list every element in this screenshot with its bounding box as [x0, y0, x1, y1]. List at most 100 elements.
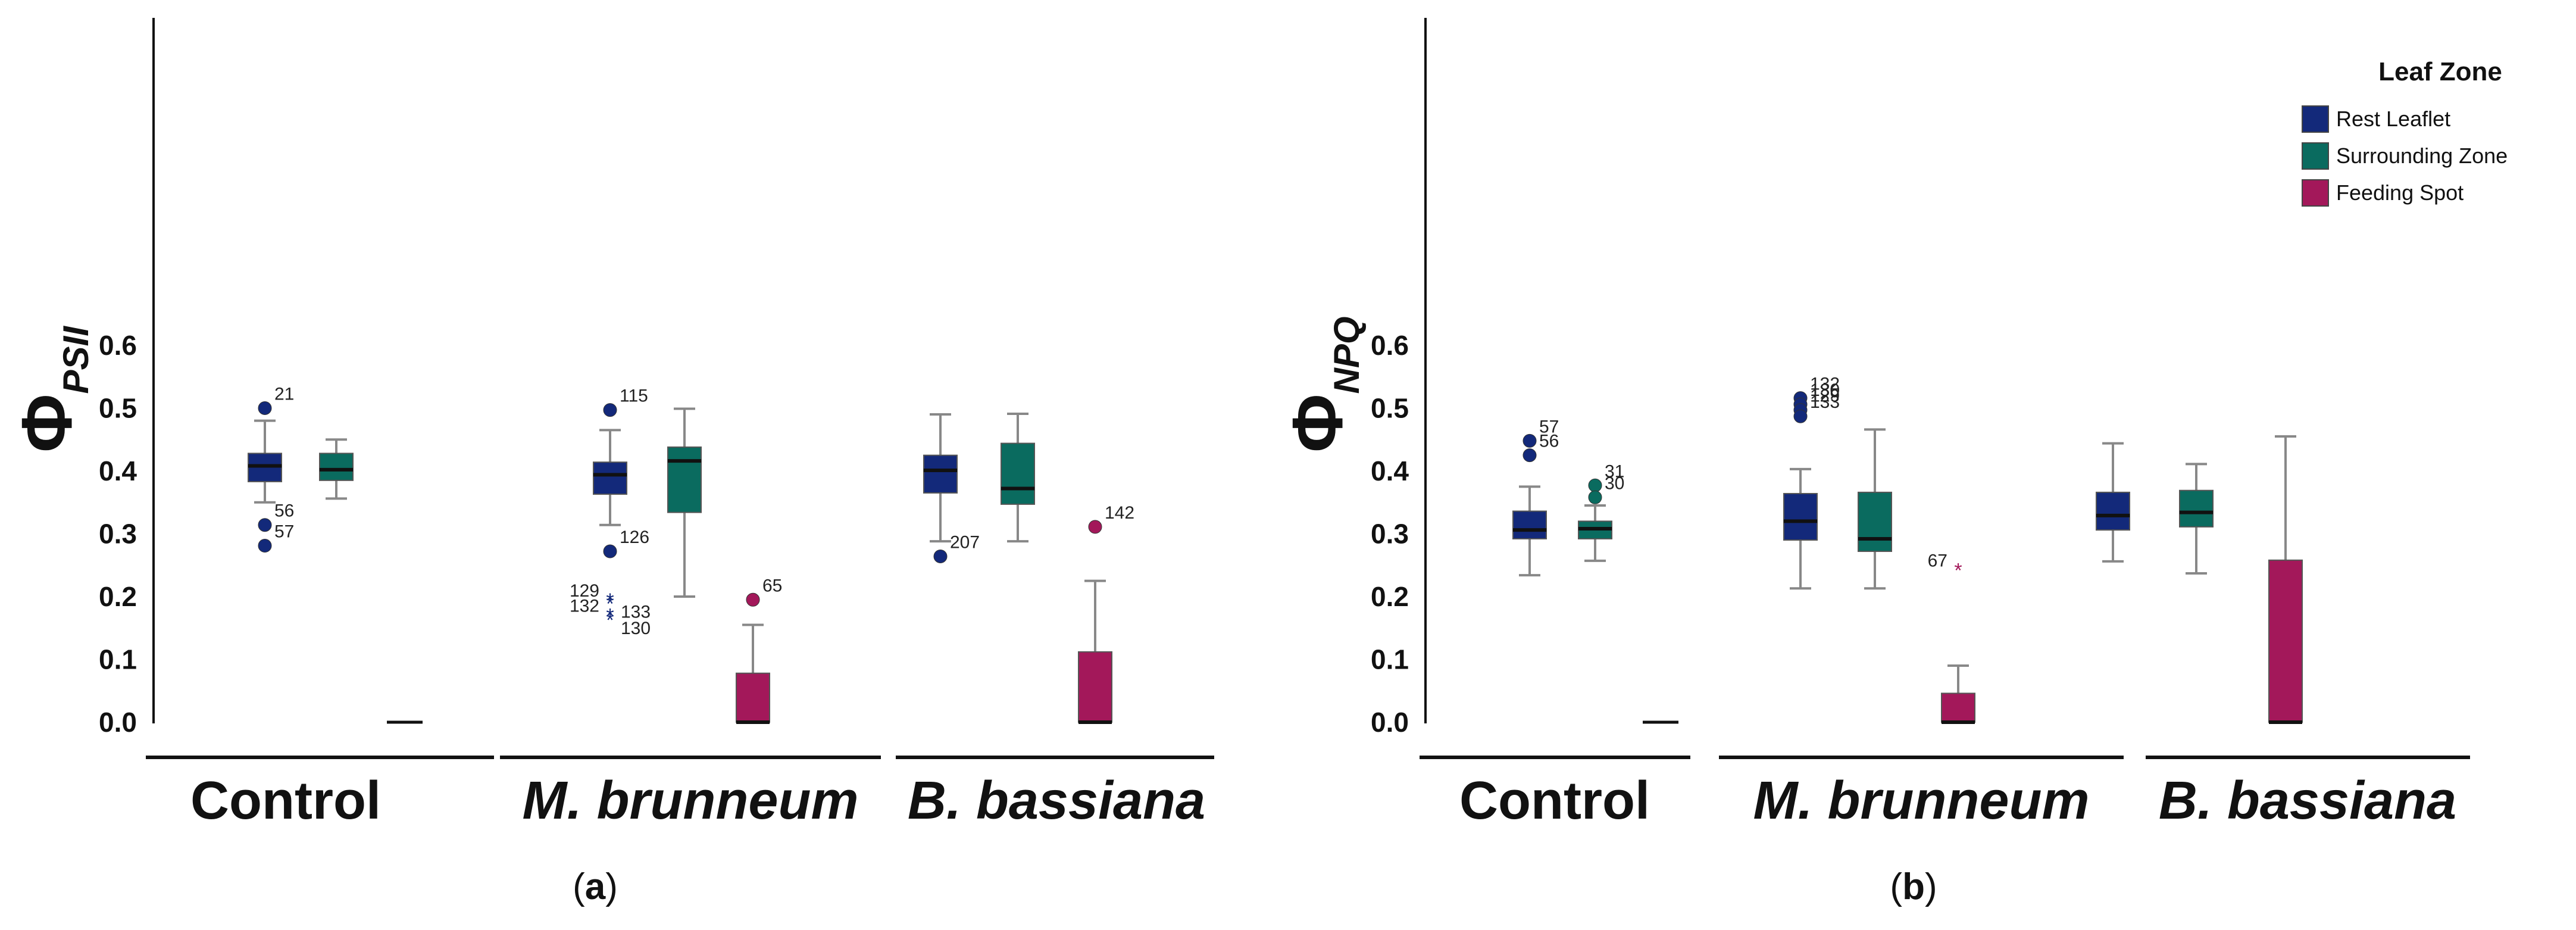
y-tick-label: 0.4	[1371, 455, 1409, 486]
outlier-label: 207	[950, 532, 980, 552]
box-surrounding	[1001, 412, 1035, 543]
box-iqr	[1783, 492, 1818, 541]
box-feeding	[2268, 435, 2303, 724]
panel-label-letter: a	[585, 866, 606, 907]
box-iqr	[1941, 692, 1975, 723]
outlier-point	[603, 544, 617, 558]
y-tick-label: 0.6	[99, 330, 137, 361]
box-iqr	[319, 452, 354, 481]
outlier-point: *	[606, 589, 614, 612]
outlier-label: 21	[274, 385, 294, 404]
outlier-point	[1793, 409, 1808, 423]
outlier-label: 115	[620, 386, 648, 406]
outlier-point	[933, 549, 948, 563]
legend-swatch-surrounding	[2302, 142, 2329, 170]
panel-label-paren: (	[1890, 866, 1902, 907]
y-axis-label-subscript: NPQ	[1327, 316, 1367, 394]
y-axis-label: ΦNPQ	[1278, 316, 1367, 452]
outlier-point	[1523, 448, 1537, 463]
y-axis-label: ΦPSII	[7, 326, 96, 452]
y-axis-label-symbol: Φ	[1278, 394, 1358, 453]
legend-label-rest: Rest Leaflet	[2336, 107, 2450, 131]
outlier-label: 57	[274, 522, 294, 542]
legend-swatch-feeding	[2302, 179, 2329, 207]
outlier-label: 130	[621, 619, 651, 638]
y-tick-label: 0.6	[1371, 330, 1409, 361]
panel-label: (a)	[573, 866, 618, 907]
outlier-point	[1588, 490, 1602, 504]
box-feeding: 65	[736, 576, 782, 724]
legend-title: Leaf Zone	[2378, 57, 2502, 86]
outlier-label: 56	[274, 501, 294, 521]
y-tick-label: 0.5	[99, 393, 137, 424]
outlier-label: 129	[570, 581, 599, 601]
outlier-point	[258, 401, 272, 415]
outlier-point: *	[1954, 560, 1962, 582]
legend-label-feeding: Feeding Spot	[2336, 180, 2464, 205]
panel-a: 0.00.10.20.30.40.50.6ΦPSIIControl215657M…	[7, 18, 1214, 907]
outlier-label: 57	[1539, 417, 1559, 436]
outlier-point	[1588, 478, 1602, 492]
outlier-label: 133	[621, 602, 651, 622]
outlier-label: 132	[570, 597, 599, 616]
box-iqr	[1512, 510, 1547, 539]
outlier-label: 133	[1810, 392, 1840, 412]
box-iqr	[923, 454, 958, 494]
outlier-label: 67	[1928, 551, 1947, 571]
y-tick-label: 0.1	[99, 644, 137, 675]
outlier-label: 31	[1605, 461, 1624, 481]
box-iqr	[2179, 489, 2214, 528]
outlier-point: *	[606, 605, 614, 628]
panel-label-paren: )	[1925, 866, 1937, 907]
y-tick-label: 0.4	[99, 455, 137, 486]
group-label: B. bassiana	[908, 771, 1205, 831]
y-tick-label: 0.0	[1371, 707, 1409, 738]
box-surrounding	[2179, 463, 2214, 575]
outlier-point	[1088, 520, 1102, 534]
outlier-label: 126	[620, 528, 649, 547]
legend: Leaf Zone Rest Leaflet Surrounding Zone Fee…	[2302, 57, 2508, 207]
y-axis-label-symbol: Φ	[7, 394, 87, 453]
panel-label-letter: b	[1902, 866, 1925, 907]
legend-swatch-rest	[2302, 105, 2329, 133]
outlier-point: *	[606, 609, 614, 632]
group-label: M. brunneum	[1753, 771, 2090, 831]
group-label: M. brunneum	[523, 771, 859, 831]
box-feeding: 142	[1078, 503, 1134, 724]
box-iqr	[667, 446, 702, 513]
box-iqr	[1858, 491, 1892, 553]
box-surrounding	[319, 438, 354, 500]
y-tick-label: 0.2	[99, 581, 137, 612]
outlier-label: 30	[1605, 473, 1624, 493]
outlier-label: 132	[1810, 375, 1840, 394]
outlier-point	[1523, 433, 1537, 448]
y-axis-label-subscript: PSII	[56, 326, 96, 394]
box-rest: 207	[923, 413, 980, 563]
outlier-label: 130	[1810, 380, 1840, 400]
outlier-point	[603, 403, 617, 417]
group-label: B. bassiana	[2159, 771, 2456, 831]
outlier-label: 56	[1539, 432, 1559, 451]
box-iqr	[2096, 491, 2130, 531]
group-label: Control	[190, 771, 381, 831]
group-label: Control	[1459, 771, 1650, 831]
panel-label-paren: )	[605, 866, 618, 907]
y-tick-label: 0.3	[1371, 519, 1409, 550]
box-iqr	[593, 461, 627, 495]
panel-label: (b)	[1890, 866, 1937, 907]
outlier-point	[258, 518, 272, 532]
y-tick-label: 0.2	[1371, 581, 1409, 612]
outlier-point	[746, 592, 760, 607]
outlier-point	[258, 539, 272, 553]
outlier-label: 129	[1810, 386, 1840, 406]
y-tick-label: 0.0	[99, 707, 137, 738]
box-rest	[2096, 442, 2130, 563]
box-iqr	[1078, 651, 1112, 723]
outlier-label: 65	[762, 576, 782, 595]
outlier-label: 142	[1105, 503, 1134, 523]
